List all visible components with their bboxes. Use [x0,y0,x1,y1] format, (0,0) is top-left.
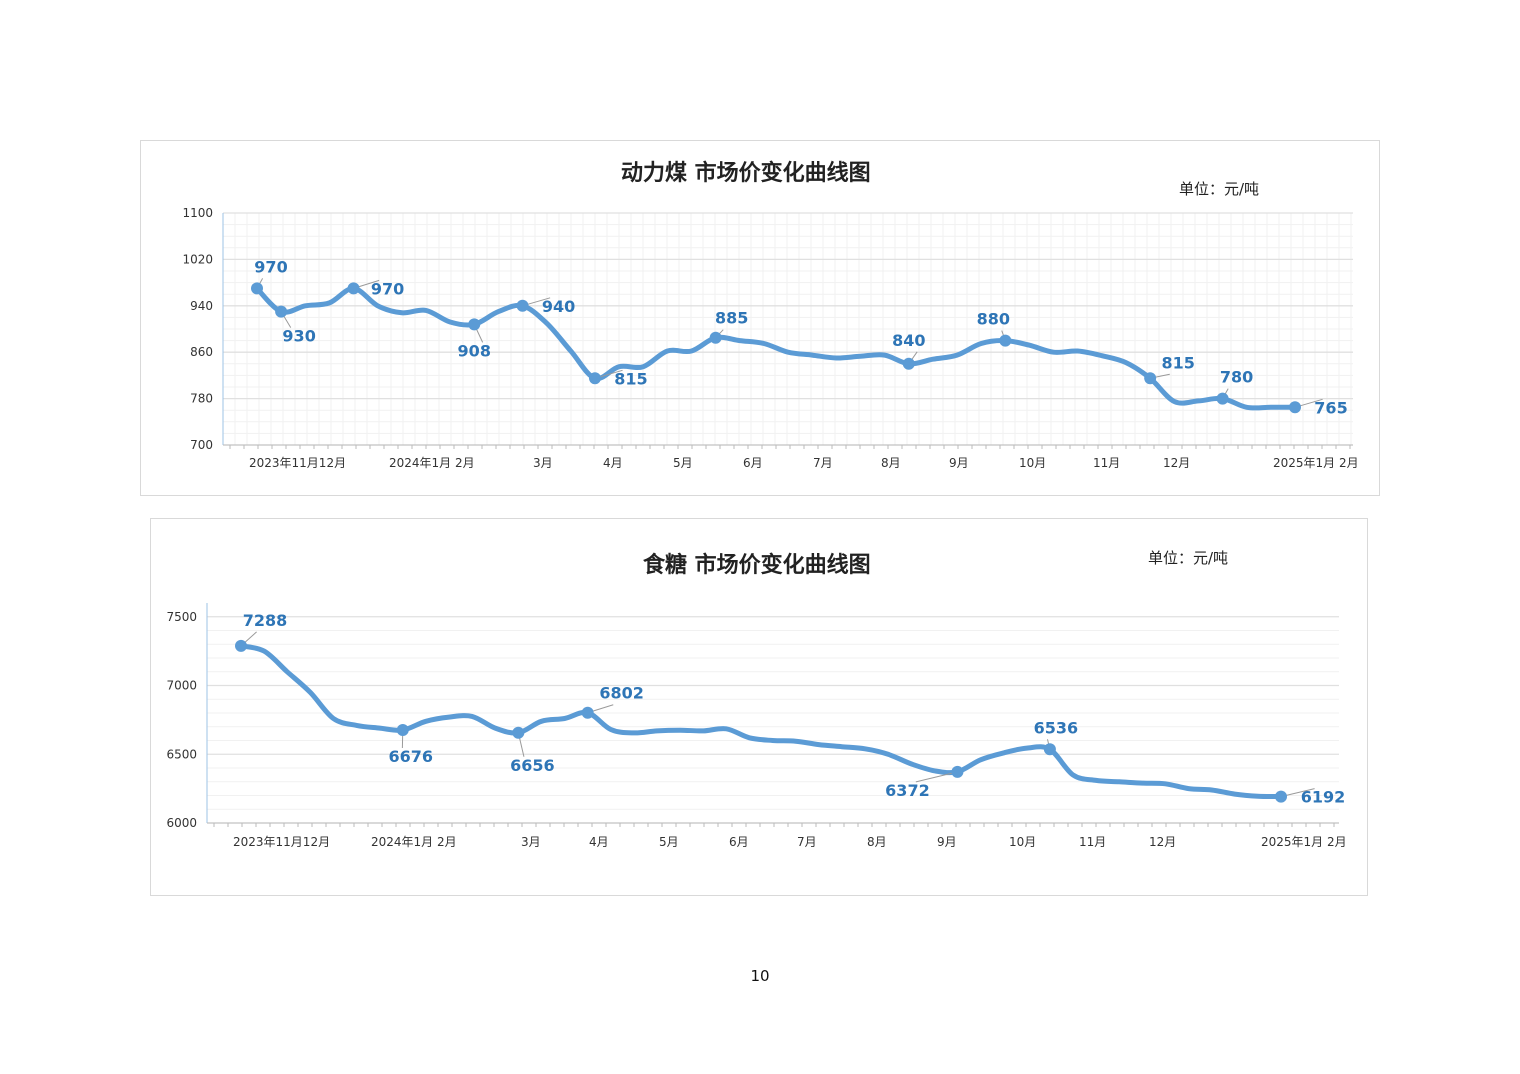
coal-data-label: 815 [614,369,647,388]
coal-x-tick-label: 12月 [1163,456,1190,470]
sugar-x-tick-label: 11月 [1079,835,1106,849]
sugar-y-tick-label: 7500 [166,610,197,624]
coal-data-label: 908 [458,341,491,360]
sugar-data-label: 6536 [1034,718,1079,737]
coal-chart-title: 动力煤 市场价变化曲线图 [621,161,871,186]
coal-y-tick-label: 1100 [182,206,213,220]
coal-data-label: 940 [542,297,575,316]
sugar-x-tick-label: 8月 [867,835,887,849]
coal-chart: 700 780 860 940 1020 1100 2023年11月12月 2024年1月 2… [182,206,1359,470]
sugar-y-tick-label: 6500 [166,747,197,761]
coal-data-point [588,372,601,385]
sugar-x-tick-label: 10月 [1009,835,1036,849]
sugar-y-tick-label: 7000 [166,679,197,693]
coal-data-point [275,305,288,318]
sugar-data-point [235,639,247,652]
coal-y-tick-label: 700 [190,438,213,452]
sugar-x-tick-label: 6月 [729,835,749,849]
sugar-chart-panel: 6000 6500 7000 7500 2023年11月12月 2024年1月 2月 3月 4… [150,518,1368,896]
coal-data-label: 840 [892,331,925,350]
coal-y-tick-label: 860 [190,345,213,359]
sugar-chart-unit: 单位：元/吨 [1148,549,1229,567]
sugar-y-tick-label: 6000 [166,816,197,830]
sugar-chart-title: 食糖 市场价变化曲线图 [643,553,871,578]
sugar-data-label: 6802 [599,684,644,703]
coal-x-tick-label: 5月 [673,456,693,470]
coal-data-point [1216,392,1229,405]
sugar-data-label: 6656 [510,756,555,775]
coal-x-tick-label: 9月 [949,456,969,470]
coal-x-tick-label: 4月 [603,456,623,470]
coal-data-label: 780 [1220,368,1253,387]
coal-data-label: 880 [977,310,1010,329]
sugar-x-tick-label: 12月 [1149,835,1176,849]
sugar-x-tick-label: 4月 [589,835,609,849]
coal-data-point [251,282,263,295]
coal-x-tick-label: 2023年11月12月 [249,456,346,470]
coal-data-label: 930 [282,327,315,346]
sugar-data-label: 6192 [1301,788,1346,807]
page-number: 10 [750,967,770,985]
coal-data-point [999,334,1012,347]
coal-data-point [1289,401,1301,414]
coal-x-tick-label: 6月 [743,456,763,470]
sugar-data-label: 6372 [885,781,930,800]
coal-data-label: 885 [715,309,748,328]
coal-data-point [468,318,481,331]
coal-data-point [347,282,360,295]
coal-x-tick-label: 2025年1月 2月 [1273,456,1359,470]
coal-chart-unit: 单位：元/吨 [1179,180,1260,198]
sugar-data-point [951,765,964,778]
coal-grid [223,212,1353,446]
coal-data-point [516,299,529,312]
sugar-x-tick-label: 2024年1月 2月 [371,835,457,849]
coal-data-label: 765 [1314,398,1347,417]
coal-x-tick-label: 3月 [533,456,553,470]
sugar-data-point [512,726,525,739]
sugar-x-tick-label: 5月 [659,835,679,849]
sugar-data-label: 6676 [389,747,434,766]
sugar-grid [207,616,1339,824]
coal-series-line [254,285,1298,411]
coal-y-tick-label: 1020 [182,252,213,266]
sugar-chart: 6000 6500 7000 7500 2023年11月12月 2024年1月 2月 3月 4… [166,603,1347,849]
coal-x-tick-label: 2024年1月 2月 [389,456,475,470]
sugar-x-tick-label: 2025年1月 2月 [1261,835,1347,849]
coal-data-point [709,331,722,344]
coal-y-tick-label: 940 [190,299,213,313]
coal-data-label: 970 [371,279,404,298]
coal-x-tick-label: 10月 [1019,456,1046,470]
sugar-data-point [581,706,594,719]
sugar-data-point [396,724,409,737]
sugar-label-leader [915,771,958,783]
sugar-series-line [238,643,1284,800]
sugar-x-tick-label: 3月 [521,835,541,849]
coal-data-point [902,357,915,370]
coal-x-tick-label: 7月 [813,456,833,470]
sugar-data-point [1043,743,1056,756]
coal-y-tick-label: 780 [190,392,213,406]
coal-x-tick-label: 8月 [881,456,901,470]
coal-data-label: 815 [1161,353,1194,372]
sugar-data-point [1275,790,1287,803]
sugar-data-label: 7288 [243,611,288,630]
coal-chart-panel: 700 780 860 940 1020 1100 2023年11月12月 2024年1月 2… [140,140,1380,496]
sugar-x-tick-label: 2023年11月12月 [233,835,330,849]
coal-x-tick-label: 11月 [1093,456,1120,470]
coal-data-label: 970 [254,257,287,276]
sugar-x-tick-label: 9月 [937,835,957,849]
coal-data-point [1144,372,1157,385]
sugar-x-tick-label: 7月 [797,835,817,849]
